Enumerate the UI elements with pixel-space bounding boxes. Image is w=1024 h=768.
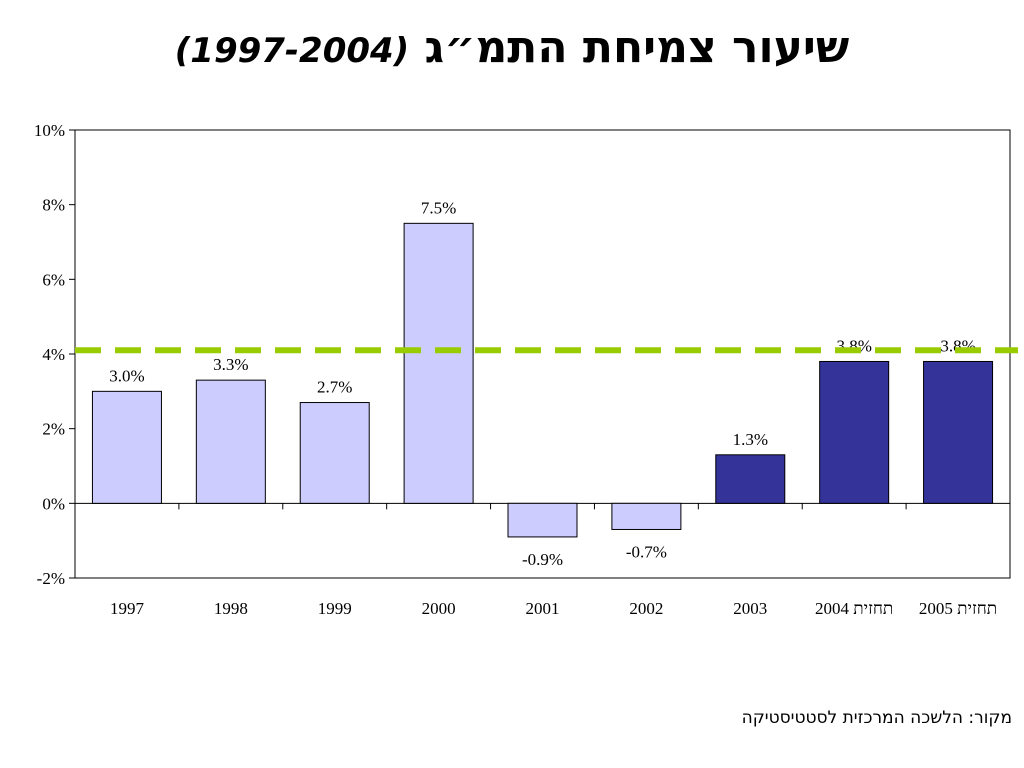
- source-note: מקור: הלשכה המרכזית לסטטיסטיקה: [741, 708, 1012, 728]
- data-label: 3.0%: [109, 366, 144, 385]
- bar: [507, 502, 578, 538]
- title-range: (1997-2004): [174, 31, 410, 71]
- y-tick-label: 6%: [42, 270, 65, 289]
- bar: [611, 502, 682, 530]
- bar: [923, 360, 994, 504]
- bar: [819, 360, 890, 504]
- chart-title: שיעור צמיחת התמ״ג (1997-2004): [0, 22, 1024, 73]
- y-tick-label: 0%: [42, 494, 65, 513]
- x-tick-label: 2002: [629, 599, 663, 618]
- y-tick-label: 10%: [34, 121, 65, 140]
- title-main: שיעור צמיחת התמ״ג: [424, 22, 850, 73]
- x-tick-label: 2001: [526, 599, 560, 618]
- bar: [715, 454, 786, 504]
- data-label: 7.5%: [421, 198, 456, 217]
- y-tick-label: 2%: [42, 420, 65, 439]
- y-tick-label: 8%: [42, 196, 65, 215]
- data-label: 1.3%: [733, 430, 768, 449]
- bar-chart: -2% 0% 2% 4% 6% 8% 10% 3.0% 1997 3.3% 1998 2.7% 1999…: [34, 121, 1018, 618]
- data-label: 2.7%: [317, 378, 352, 397]
- x-tick-label: 2000: [422, 599, 456, 618]
- data-label: 3.3%: [213, 355, 248, 374]
- bar: [403, 222, 474, 504]
- x-tick-label: 1998: [214, 599, 248, 618]
- data-label: -0.9%: [522, 550, 563, 569]
- x-tick-label: תחזית 2005: [919, 599, 997, 618]
- bar: [299, 402, 370, 504]
- bar: [195, 379, 266, 504]
- x-tick-label: 2003: [733, 599, 767, 618]
- x-tick-label: 1999: [318, 599, 352, 618]
- x-tick-label: תחזית 2004: [815, 599, 893, 618]
- y-tick-label: -2%: [37, 569, 65, 588]
- bar: [91, 390, 162, 504]
- x-tick-label: 1997: [110, 599, 145, 618]
- data-label: -0.7%: [626, 542, 667, 561]
- y-tick-label: 4%: [42, 345, 65, 364]
